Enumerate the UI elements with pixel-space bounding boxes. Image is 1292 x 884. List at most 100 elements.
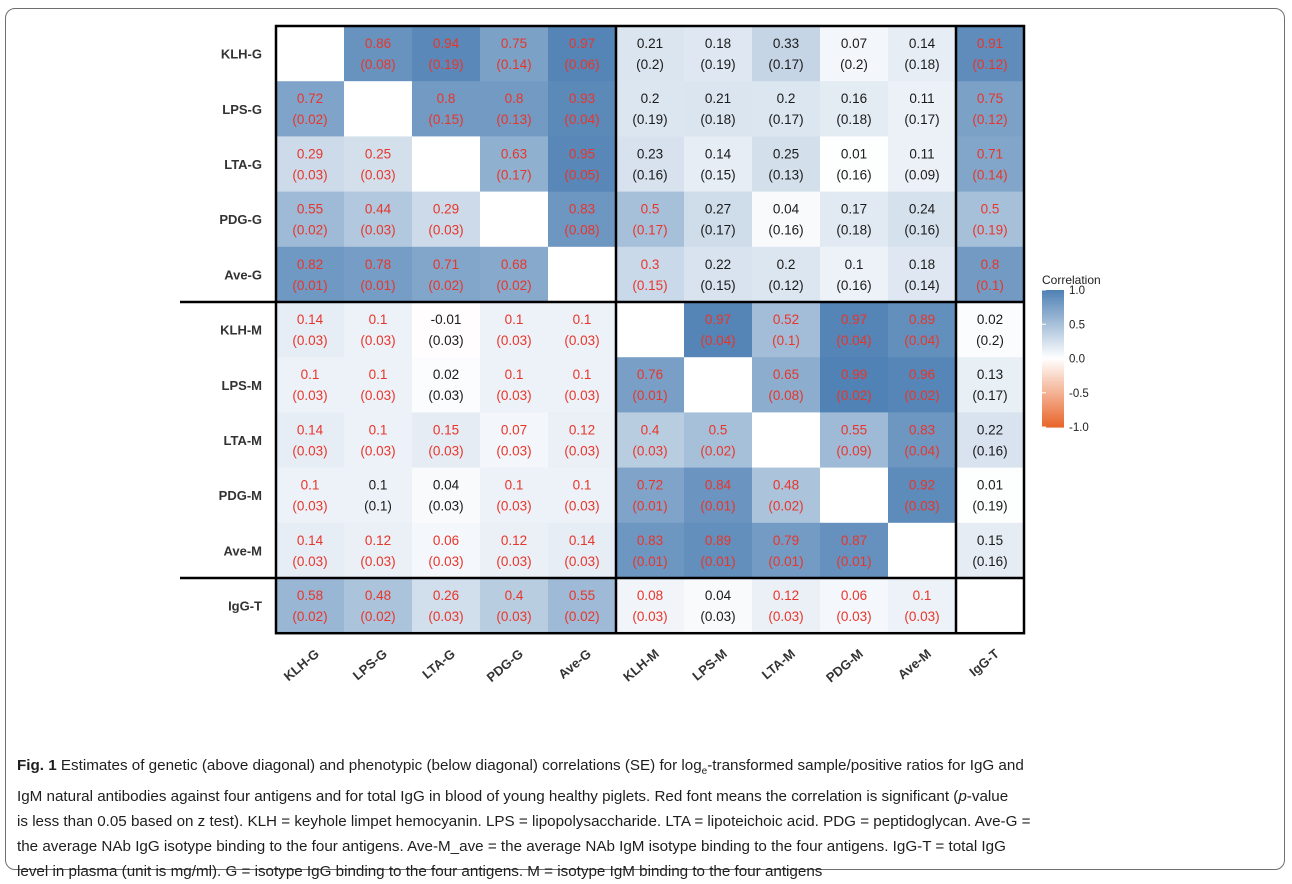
cell-value-label: 0.1: [369, 422, 388, 437]
heatmap-cell: [616, 81, 685, 137]
heatmap-cell: [276, 412, 345, 469]
legend-tick-label: 0.5: [1069, 319, 1085, 331]
cell-se-label: (0.17): [972, 388, 1007, 403]
row-tick-label: LTA-G: [224, 157, 262, 172]
cell-value-label: 0.17: [841, 202, 867, 217]
legend-gradient-step: [1042, 360, 1064, 364]
heatmap-cell: [480, 412, 549, 469]
heatmap-cell: [412, 26, 481, 82]
heatmap-cell: [752, 302, 821, 358]
cell-value-label: 0.11: [909, 146, 934, 161]
legend-tick-label: 1.0: [1069, 285, 1085, 297]
row-tick-label: KLH-M: [220, 323, 262, 338]
heatmap-cell: [548, 578, 617, 634]
heatmap-cell: [888, 412, 957, 469]
cell-value-label: 0.14: [705, 146, 732, 161]
cell-se-label: (0.16): [836, 167, 871, 182]
heatmap-cell: [684, 136, 753, 193]
cell-value-label: 0.96: [909, 367, 935, 382]
heatmap-cell: [616, 412, 685, 469]
legend-gradient-step: [1042, 340, 1064, 344]
cell-value-label: 0.72: [637, 478, 663, 493]
cell-value-label: 0.01: [841, 146, 867, 161]
cell-value-label: 0.04: [433, 478, 460, 493]
heatmap-cell: [752, 191, 821, 248]
cell-se-label: (0.19): [632, 112, 667, 127]
cell-se-label: (0.08): [564, 223, 599, 238]
heatmap-cell: [684, 302, 753, 358]
figure-frame: [5, 8, 1285, 870]
cell-se-label: (0.02): [768, 499, 803, 514]
cell-se-label: (0.14): [904, 278, 939, 293]
column-tick-label: Ave-G: [555, 646, 594, 682]
diagonal-cell: [956, 578, 1024, 634]
cell-se-label: (0.02): [292, 112, 327, 127]
row-tick-label: IgG-T: [228, 599, 262, 614]
cell-se-label: (0.03): [496, 499, 531, 514]
heatmap-cell: [684, 578, 753, 634]
cell-se-label: (0.03): [292, 167, 327, 182]
row-tick-label: LTA-M: [224, 433, 263, 448]
legend-gradient-step: [1042, 374, 1064, 378]
heatmap-cell: [820, 522, 889, 579]
row-tick-label: PDG-M: [219, 488, 262, 503]
heatmap-cell: [820, 357, 889, 413]
heatmap-cell: [956, 246, 1025, 303]
cell-se-label: (0.03): [360, 443, 395, 458]
cell-value-label: 0.1: [505, 312, 524, 327]
legend-gradient-step: [1042, 376, 1064, 380]
correlation-heatmap: 0.86 (0.08) 0.94 (0.19) 0.75 (0.14) 0.97 (0.06)…: [180, 24, 1101, 685]
legend-gradient-step: [1042, 420, 1064, 424]
legend-gradient-step: [1042, 331, 1064, 334]
heatmap-cell: [480, 578, 549, 634]
legend-gradient-step: [1042, 290, 1064, 293]
cell-se-label: (0.03): [904, 609, 939, 624]
caption-line-3: is less than 0.05 based on z test). KLH …: [17, 813, 1031, 831]
cell-se-label: (0.02): [836, 388, 871, 403]
cell-value-label: 0.14: [297, 533, 324, 548]
heatmap-cell: [616, 191, 685, 248]
legend-gradient-step: [1042, 317, 1064, 321]
heatmap-cell: [956, 136, 1025, 193]
row-tick-label: PDG-G: [219, 212, 262, 227]
cell-value-label: 0.07: [841, 36, 867, 51]
cell-value-label: 0.99: [841, 367, 867, 382]
cell-se-label: (0.17): [904, 112, 939, 127]
legend-gradient-step: [1042, 401, 1064, 405]
cell-se-label: (0.19): [972, 499, 1007, 514]
legend-gradient-step: [1042, 337, 1064, 341]
heatmap-cell: [412, 81, 481, 137]
cell-value-label: 0.02: [433, 367, 459, 382]
cell-value-label: 0.1: [913, 588, 932, 603]
heatmap-cell: [344, 467, 413, 524]
heatmap-cell: [616, 26, 685, 82]
cell-value-label: 0.5: [641, 202, 660, 217]
caption-text-2: IgM natural antibodies against four anti…: [17, 788, 959, 806]
cell-value-label: 0.25: [773, 146, 799, 161]
caption-line-4: the average NAb IgG isotype binding to t…: [17, 838, 1006, 856]
figure-caption: Fig. 1 Estimates of genetic (above diago…: [17, 753, 1279, 884]
diagonal-cell: [752, 412, 820, 468]
heatmap-cell: [480, 81, 549, 137]
heatmap-cell: [956, 191, 1025, 248]
cell-se-label: (0.13): [768, 167, 803, 182]
heatmap-cell: [344, 136, 413, 193]
column-tick-label: KLH-G: [281, 646, 322, 684]
cell-se-label: (0.01): [632, 388, 667, 403]
cell-value-label: 0.14: [297, 312, 324, 327]
cell-value-label: 0.04: [705, 588, 732, 603]
cell-value-label: 0.06: [433, 533, 459, 548]
cell-se-label: (0.09): [904, 167, 939, 182]
heatmap-cell: [684, 191, 753, 248]
heatmap-cell: [276, 302, 345, 358]
cell-value-label: 0.4: [505, 588, 524, 603]
cell-value-label: 0.1: [505, 367, 524, 382]
heatmap-cell: [616, 522, 685, 579]
cell-value-label: 0.86: [365, 36, 391, 51]
heatmap-cell: [888, 136, 957, 193]
cell-se-label: (0.03): [564, 443, 599, 458]
cell-se-label: (0.03): [360, 333, 395, 348]
legend-gradient-step: [1042, 351, 1064, 355]
cell-value-label: 0.1: [301, 367, 320, 382]
row-tick-label: Ave-G: [224, 267, 262, 282]
